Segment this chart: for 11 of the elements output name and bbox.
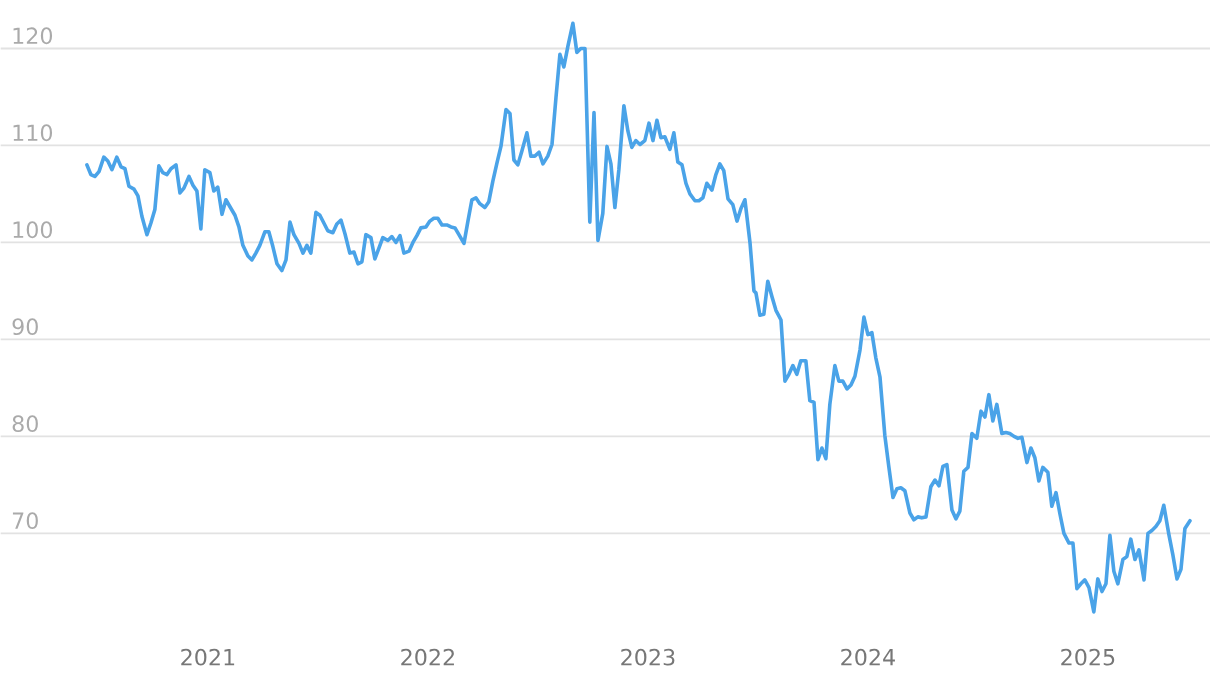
x-tick-label: 2021 [181,648,235,666]
x-tick-label: 2023 [621,648,675,666]
x-tick-label: 2022 [401,648,454,666]
y-tick-label: 70 [12,512,38,530]
y-tick-label: 90 [12,318,38,336]
y-tick-label: 120 [13,27,53,45]
x-tick-label: 2024 [841,648,895,666]
y-tick-label: 110 [13,124,53,142]
x-tick-label: 2025 [1061,648,1115,666]
y-tick-label: 80 [12,415,38,433]
y-tick-label: 100 [13,221,53,239]
